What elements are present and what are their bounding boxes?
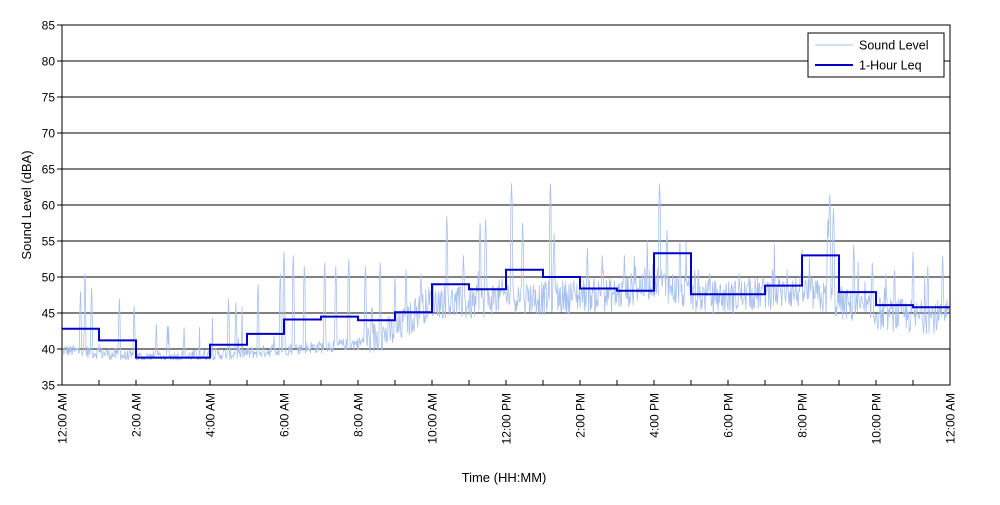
legend-label-leq: 1-Hour Leq	[859, 59, 922, 73]
sound-level-line	[61, 183, 951, 362]
y-tick-label-35: 35	[42, 379, 56, 393]
x-tick-label-7: 2:00 PM	[574, 393, 588, 438]
y-tick-label-85: 85	[42, 19, 56, 33]
x-tick-label-1: 2:00 AM	[130, 393, 144, 437]
y-axis-title: Sound Level (dBA)	[19, 150, 34, 259]
x-tick-label-11: 10:00 PM	[870, 393, 884, 444]
y-tick-label-70: 70	[42, 127, 56, 141]
y-tick-label-55: 55	[42, 235, 56, 249]
y-tick-label-60: 60	[42, 199, 56, 213]
y-tick-label-50: 50	[42, 271, 56, 285]
y-tick-label-65: 65	[42, 163, 56, 177]
x-tick-label-5: 10:00 AM	[426, 393, 440, 444]
y-axis-ticks: 35 40 45 50 55 60 65 70 75 80 85	[42, 19, 62, 393]
x-tick-label-0: 12:00 AM	[56, 393, 70, 444]
sound-level-series	[61, 183, 951, 362]
leq-step-line	[62, 252, 950, 359]
x-tick-label-12: 12:00 AM	[944, 393, 958, 444]
legend-box	[807, 32, 945, 78]
legend-label-sound-level: Sound Level	[859, 39, 929, 53]
x-tick-label-10: 8:00 PM	[796, 393, 810, 438]
x-tick-label-4: 8:00 AM	[352, 393, 366, 437]
x-tick-label-9: 6:00 PM	[722, 393, 736, 438]
x-tick-label-3: 6:00 AM	[278, 393, 292, 437]
x-axis-ticks: 12:00 AM 2:00 AM 4:00 AM 6:00 AM 8:00 AM 10:0…	[56, 380, 958, 444]
x-tick-label-2: 4:00 AM	[204, 393, 218, 437]
x-tick-label-8: 4:00 PM	[648, 393, 662, 438]
y-tick-label-40: 40	[42, 343, 56, 357]
x-tick-label-6: 12:00 PM	[500, 393, 514, 444]
leq-series	[62, 252, 950, 359]
legend: Sound Level 1-Hour Leq	[807, 32, 945, 78]
x-axis-title: Time (HH:MM)	[462, 470, 547, 485]
y-tick-label-45: 45	[42, 307, 56, 321]
y-tick-label-75: 75	[42, 91, 56, 105]
y-tick-label-80: 80	[42, 55, 56, 69]
